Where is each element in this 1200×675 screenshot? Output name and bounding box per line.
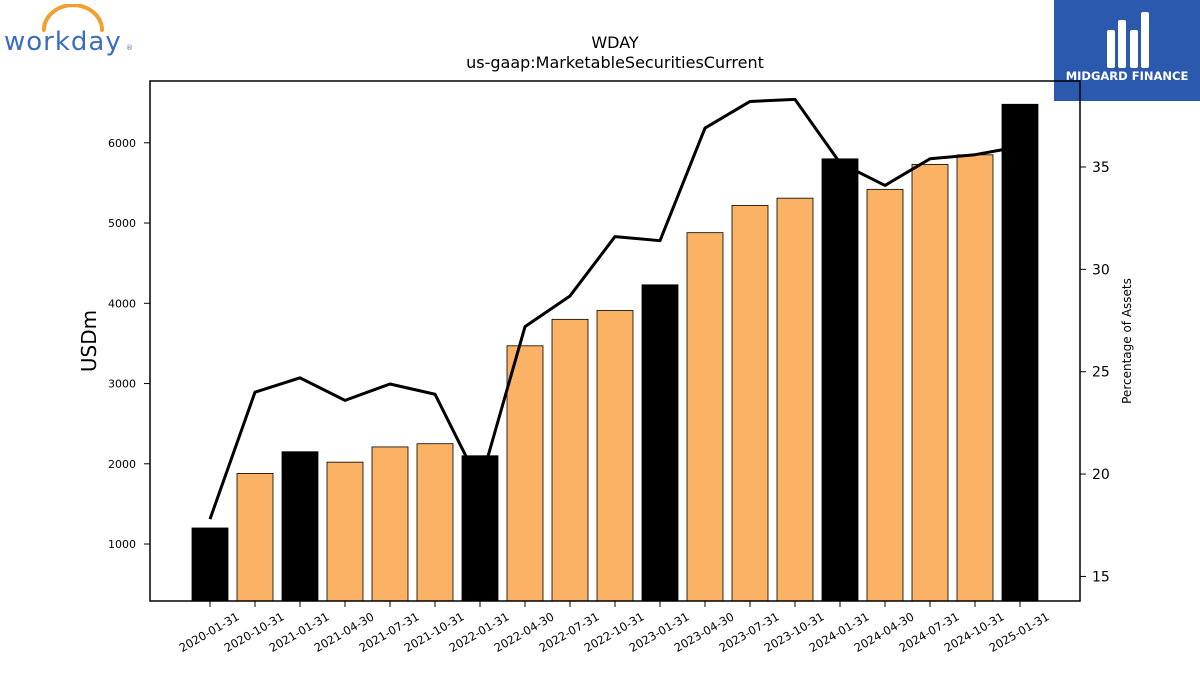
y-tick-label: 6000: [108, 137, 136, 150]
y2-tick-label: 15: [1092, 569, 1110, 585]
y-tick-label: 4000: [108, 297, 136, 310]
bar-2020-01-31: [191, 527, 229, 602]
y-axis-label: USDm: [77, 310, 101, 372]
bar-2024-01-31: [821, 158, 859, 602]
bar-2021-04-30: [326, 461, 364, 602]
y-tick-label: 5000: [108, 217, 136, 230]
bar-2021-01-31: [281, 451, 319, 602]
y-tick-label: 2000: [108, 458, 136, 471]
bar-2022-04-30: [506, 345, 544, 602]
y-tick-label: 1000: [108, 538, 136, 551]
bar-2023-07-31: [731, 204, 769, 602]
left-axis: 1000 2000 3000 4000 5000 6000: [108, 137, 150, 551]
line-group: [208, 97, 1021, 520]
bar-2023-04-30: [686, 232, 724, 602]
bar-2021-07-31: [371, 446, 409, 602]
y-tick-label: 3000: [108, 378, 136, 391]
bar-2024-10-31: [956, 154, 994, 602]
y2-tick-label: 30: [1092, 262, 1110, 278]
percentage-line: [208, 97, 1021, 520]
bar-2021-10-31: [416, 443, 454, 602]
midgard-mark-icon: [1107, 12, 1149, 68]
bar-2022-07-31: [551, 318, 589, 602]
bar-2024-07-31: [911, 164, 949, 602]
chart-title: WDAY: [591, 33, 639, 52]
x-axis: 2020-01-312020-10-312021-01-312021-04-30…: [177, 601, 1052, 655]
bar-2024-04-30: [866, 188, 904, 602]
y2-axis-label: Percentage of Assets: [1120, 278, 1134, 404]
bar-2023-10-31: [776, 197, 814, 602]
bar-2020-10-31: [236, 473, 274, 602]
bars-group: [191, 103, 1039, 602]
y2-tick-label: 25: [1092, 365, 1110, 381]
right-axis: 15 20 25 30 35: [1080, 160, 1110, 585]
y2-tick-label: 35: [1092, 160, 1110, 176]
y2-tick-label: 20: [1092, 467, 1110, 483]
svg-text:®: ®: [126, 44, 133, 52]
midgard-logo-text: MIDGARD FINANCE: [1066, 69, 1189, 83]
bar-2023-01-31: [641, 284, 679, 602]
bar-2025-01-31: [1001, 103, 1039, 602]
bar-2022-10-31: [596, 310, 634, 602]
bar-2022-01-31: [461, 455, 499, 602]
workday-logo: workday ®: [4, 3, 139, 64]
workday-logo-text: workday: [4, 27, 122, 57]
chart-subtitle: us-gaap:MarketableSecuritiesCurrent: [466, 53, 764, 72]
midgard-finance-logo: MIDGARD FINANCE: [1054, 0, 1200, 101]
